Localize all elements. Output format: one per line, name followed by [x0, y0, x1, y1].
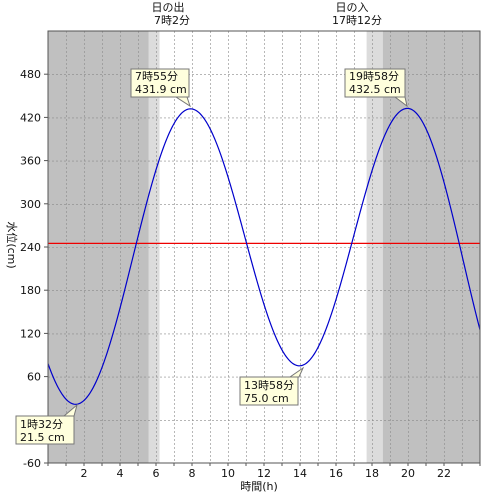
x-tick-label: 20: [401, 467, 415, 480]
callout-high-2: 19時58分 432.5 cm: [344, 68, 408, 108]
twilight-band: [148, 31, 160, 463]
callout-box: [15, 415, 75, 445]
y-tick-label: -60: [23, 457, 41, 470]
y-tick-label: 360: [20, 155, 41, 168]
y-tick-label: 300: [20, 198, 41, 211]
sunrise-label: 日の出: [152, 0, 185, 14]
callout-low-1: 1時32分 21.5 cm: [15, 403, 78, 445]
callout-time: 13時58分: [244, 379, 294, 392]
callout-box: [344, 68, 406, 98]
callout-level: 432.5 cm: [349, 83, 401, 96]
callout-time: 1時32分: [20, 418, 63, 431]
callout-low-2: 13時58分 75.0 cm: [239, 366, 305, 406]
x-tick-label: 14: [293, 467, 307, 480]
sunset-label: 日の入: [336, 1, 369, 14]
callout-box: [239, 376, 299, 406]
x-tick-label: 12: [257, 467, 271, 480]
tide-level-series: [47, 107, 481, 405]
night-band: [48, 31, 149, 463]
y-tick-label: 120: [20, 327, 41, 340]
twilight-band: [366, 31, 383, 463]
y-tick-label: 480: [20, 68, 41, 81]
sunset-time: 17時12分: [332, 14, 382, 27]
x-tick-label: 8: [189, 467, 196, 480]
x-tick-label: 18: [365, 467, 379, 480]
callout-pointer: [393, 96, 408, 108]
callout-pointer: [288, 366, 305, 378]
x-axis-label: 時間(h): [240, 480, 278, 493]
x-tick-label: 10: [221, 467, 235, 480]
x-tick-label: 4: [117, 467, 124, 480]
callout-level: 431.9 cm: [135, 83, 187, 96]
y-tick-label: 60: [27, 371, 41, 384]
night-band: [382, 31, 480, 463]
callout-level: 21.5 cm: [20, 431, 65, 444]
x-tick-label: 22: [437, 467, 451, 480]
callout-pointer: [174, 96, 191, 108]
callout-pointer: [62, 403, 78, 417]
x-tick-label: 16: [329, 467, 343, 480]
callout-box: [130, 68, 190, 98]
x-tick-label: 6: [153, 467, 160, 480]
callout-high-1: 7時55分 431.9 cm: [130, 68, 191, 108]
y-tick-label: 420: [20, 111, 41, 124]
x-tick-label: 2: [81, 467, 88, 480]
callout-level: 75.0 cm: [244, 392, 289, 405]
y-axis-label: 水位(cm): [5, 221, 19, 268]
axis-ticks: -600601201802403003604204802468101214161…: [20, 68, 481, 480]
y-tick-label: 240: [20, 241, 41, 254]
callout-time: 19時58分: [349, 70, 399, 83]
sunrise-time: 7時2分: [154, 14, 190, 27]
callout-time: 7時55分: [135, 70, 178, 83]
y-tick-label: 180: [20, 284, 41, 297]
